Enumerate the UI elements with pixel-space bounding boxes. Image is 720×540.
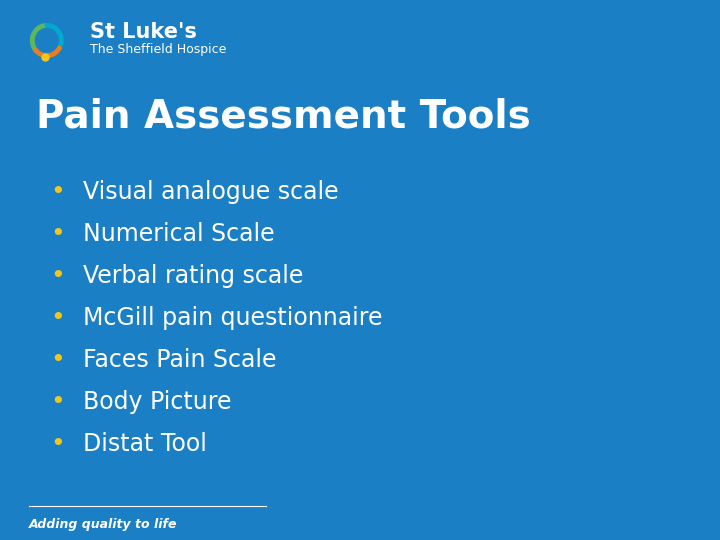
Text: •: •	[50, 264, 65, 288]
Text: Body Picture: Body Picture	[83, 390, 231, 414]
Text: •: •	[50, 306, 65, 330]
Text: Distat Tool: Distat Tool	[83, 433, 207, 456]
Text: •: •	[50, 433, 65, 456]
Text: Visual analogue scale: Visual analogue scale	[83, 180, 338, 204]
Text: The Sheffield Hospice: The Sheffield Hospice	[90, 43, 226, 56]
Text: St Luke's: St Luke's	[90, 22, 197, 43]
Text: Verbal rating scale: Verbal rating scale	[83, 264, 303, 288]
Text: Pain Assessment Tools: Pain Assessment Tools	[36, 97, 531, 135]
Text: McGill pain questionnaire: McGill pain questionnaire	[83, 306, 382, 330]
Text: •: •	[50, 222, 65, 246]
Text: •: •	[50, 348, 65, 372]
Text: Faces Pain Scale: Faces Pain Scale	[83, 348, 276, 372]
Text: Numerical Scale: Numerical Scale	[83, 222, 274, 246]
Text: Adding quality to life: Adding quality to life	[29, 518, 177, 531]
Text: •: •	[50, 390, 65, 414]
Text: •: •	[50, 180, 65, 204]
